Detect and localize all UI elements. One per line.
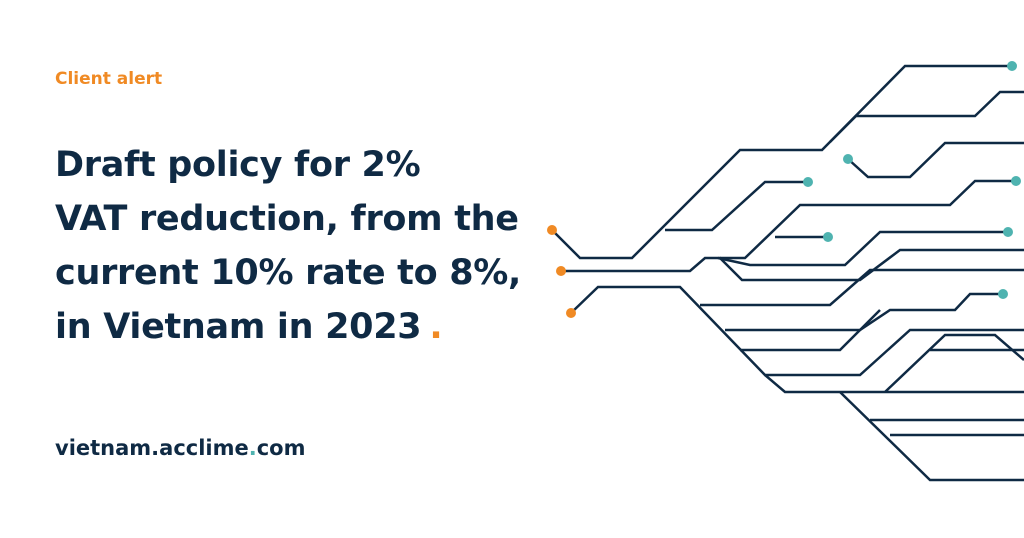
node bbox=[843, 154, 853, 164]
footer: vietnam.acclime.com bbox=[55, 436, 306, 460]
circuit-line bbox=[700, 268, 1024, 307]
node bbox=[547, 225, 557, 235]
node bbox=[556, 266, 566, 276]
title-line: Draft policy for 2% bbox=[55, 145, 421, 185]
circuit-line bbox=[551, 64, 1012, 260]
circuit-line bbox=[725, 292, 1003, 332]
circuit-line bbox=[717, 230, 1008, 267]
node bbox=[1003, 227, 1013, 237]
title-text: in Vietnam in 2023 bbox=[55, 307, 422, 347]
circuit-line bbox=[839, 391, 1024, 482]
circuit-line bbox=[720, 179, 1016, 260]
circuit-line bbox=[665, 180, 808, 232]
label: Client alert bbox=[55, 69, 163, 89]
node bbox=[1011, 176, 1021, 186]
node bbox=[1007, 61, 1017, 71]
footer-text: vietnam.acclime bbox=[55, 436, 249, 460]
orange-dots bbox=[547, 225, 576, 318]
circuit-line bbox=[740, 309, 881, 352]
circuit-line bbox=[847, 141, 1024, 179]
node bbox=[803, 177, 813, 187]
footer-text: com bbox=[256, 436, 306, 460]
title-mark: . bbox=[429, 307, 443, 347]
circuit-line bbox=[829, 90, 1024, 143]
title-line: VAT reduction, from the bbox=[55, 199, 519, 239]
node bbox=[823, 232, 833, 242]
teal-dots bbox=[803, 61, 1021, 299]
node bbox=[566, 308, 576, 318]
title-line: in Vietnam in 2023. bbox=[55, 300, 521, 354]
circuit-line bbox=[764, 374, 1024, 394]
title: Draft policy for 2% VAT reduction, from … bbox=[55, 138, 521, 354]
node bbox=[998, 289, 1008, 299]
circuit-line bbox=[884, 333, 1024, 393]
title-line: current 10% rate to 8%, bbox=[55, 253, 522, 293]
footer-dot: . bbox=[248, 436, 257, 460]
circuit-line bbox=[561, 248, 1024, 282]
